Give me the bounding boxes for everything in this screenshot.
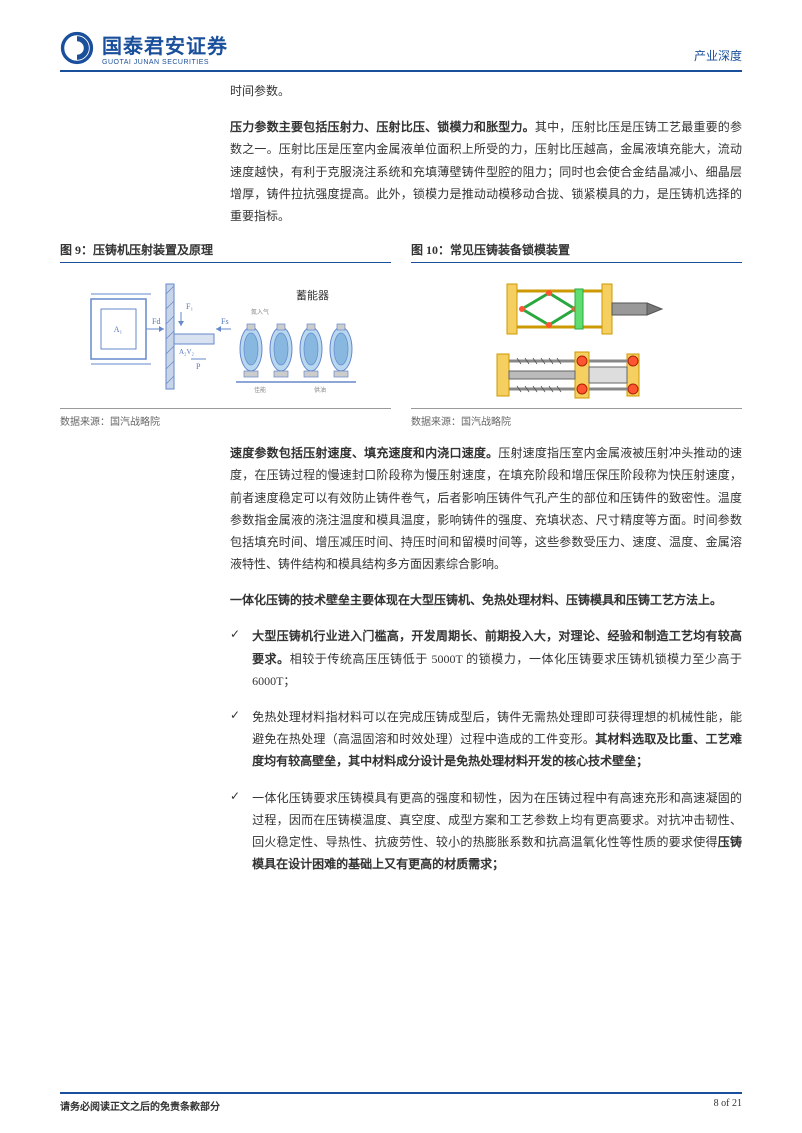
svg-text:A₁: A₁: [113, 325, 122, 334]
figure-9: 图 9：压铸机压射装置及原理 A₁: [60, 241, 391, 428]
bullet-3-text: 一体化压铸要求压铸模具有更高的强度和韧性，因为在压铸过程中有高速充形和高速凝固的…: [252, 787, 742, 876]
svg-text:蓄能器: 蓄能器: [296, 288, 329, 302]
svg-text:P: P: [196, 362, 201, 371]
svg-text:佳能: 佳能: [254, 386, 266, 394]
bullet-2-text: 免热处理材料指材料可以在完成压铸成型后，铸件无需热处理即可获得理想的机械性能，能…: [252, 706, 742, 773]
bullet-1: ✓ 大型压铸机行业进入门槛高，开发周期长、前期投入大，对理论、经验和制造工艺均有…: [230, 625, 742, 692]
svg-text:氮入气: 氮入气: [251, 308, 269, 316]
bullet-3: ✓ 一体化压铸要求压铸模具有更高的强度和韧性，因为在压铸过程中有高速充形和高速凝…: [230, 787, 742, 876]
para-pressure-rest: 其中，压射比压是压铸工艺最重要的参数之一。压射比压是压室内金属液单位面积上所受的…: [230, 120, 742, 223]
bullet-2: ✓ 免热处理材料指材料可以在完成压铸成型后，铸件无需热处理即可获得理想的机械性能…: [230, 706, 742, 773]
figure-10: 图 10：常见压铸装备锁模装置: [411, 241, 742, 428]
svg-text:供油: 供油: [314, 386, 326, 394]
svg-text:F₁: F₁: [186, 302, 193, 311]
check-icon: ✓: [230, 706, 240, 773]
svg-text:Fs: Fs: [221, 317, 229, 326]
para-speed-bold: 速度参数包括压射速度、填充速度和内浇口速度。: [230, 446, 498, 460]
check-icon: ✓: [230, 787, 240, 876]
figures-row: 图 9：压铸机压射装置及原理 A₁: [60, 241, 742, 428]
logo-icon: [60, 31, 94, 65]
page-content: 时间参数。 压力参数主要包括压射力、压射比压、锁模力和胀型力。其中，压射比压是压…: [60, 80, 742, 889]
svg-text:Fd: Fd: [152, 317, 160, 326]
para-speed-params: 速度参数包括压射速度、填充速度和内浇口速度。压射速度指压室内金属液被压射冲头推动…: [230, 442, 742, 575]
para-speed-rest: 压射速度指压室内金属液被压射冲头推动的速度，在压铸过程的慢速封口阶段称为慢压射速…: [230, 446, 742, 571]
page-header: 国泰君安证券 GUOTAI JUNAN SECURITIES 产业深度: [60, 30, 742, 72]
para-pressure-bold: 压力参数主要包括压射力、压射比压、锁模力和胀型力。: [230, 120, 535, 134]
figure-10-image: [411, 269, 742, 409]
footer-disclaimer: 请务必阅读正文之后的免责条款部分: [60, 1098, 220, 1113]
para-time-params: 时间参数。: [230, 80, 742, 102]
company-logo: 国泰君安证券 GUOTAI JUNAN SECURITIES: [60, 30, 228, 66]
figure-9-image: A₁ Fd: [60, 269, 391, 409]
page-footer: 请务必阅读正文之后的免责条款部分 8 of 21: [60, 1092, 742, 1113]
para-pressure-params: 压力参数主要包括压射力、压射比压、锁模力和胀型力。其中，压射比压是压铸工艺最重要…: [230, 116, 742, 227]
check-icon: ✓: [230, 625, 240, 692]
figure-10-title: 图 10：常见压铸装备锁模装置: [411, 241, 742, 263]
bullet-list: ✓ 大型压铸机行业进入门槛高，开发周期长、前期投入大，对理论、经验和制造工艺均有…: [230, 625, 742, 875]
svg-text:A₂V₂: A₂V₂: [179, 348, 195, 356]
figure-10-source: 数据来源：国汽战略院: [411, 413, 742, 428]
bullet-1-text: 大型压铸机行业进入门槛高，开发周期长、前期投入大，对理论、经验和制造工艺均有较高…: [252, 625, 742, 692]
figure-9-source: 数据来源：国汽战略院: [60, 413, 391, 428]
figure-9-title: 图 9：压铸机压射装置及原理: [60, 241, 391, 263]
footer-page-number: 8 of 21: [714, 1098, 742, 1113]
para-tech-barrier: 一体化压铸的技术壁垒主要体现在大型压铸机、免热处理材料、压铸模具和压铸工艺方法上…: [230, 589, 742, 611]
company-name-en: GUOTAI JUNAN SECURITIES: [102, 59, 228, 66]
company-name-cn: 国泰君安证券: [102, 30, 228, 59]
document-type-label: 产业深度: [694, 47, 742, 66]
